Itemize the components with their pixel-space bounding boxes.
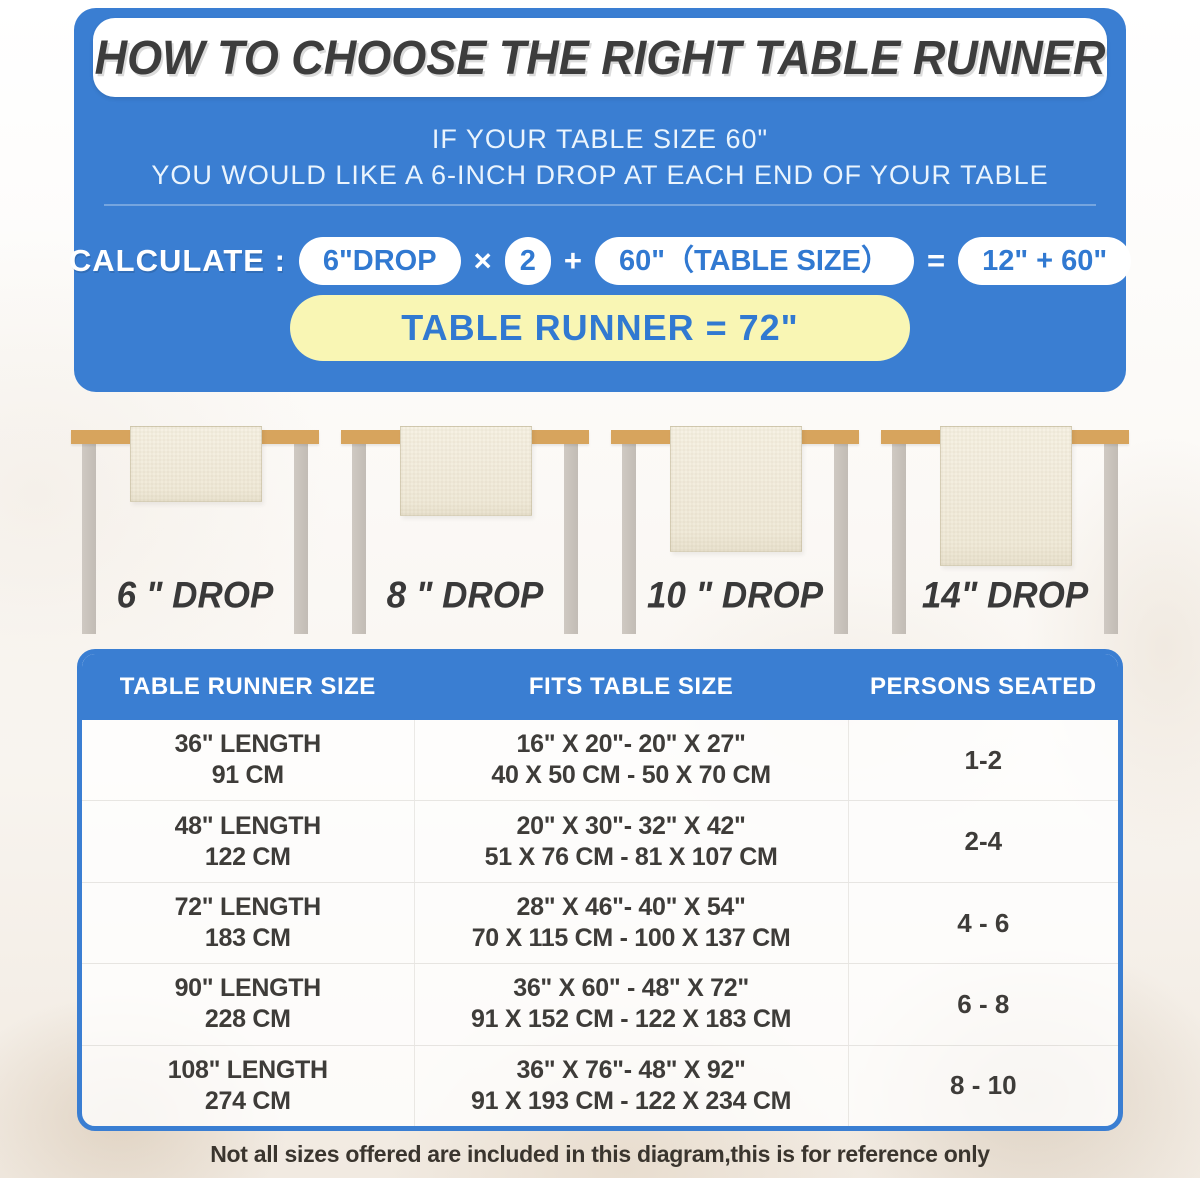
intro-line-2: YOU WOULD LIKE A 6-INCH DROP AT EACH END…	[151, 160, 1049, 190]
drop-examples-row: 6 " DROP 8 " DROP 10 " DROP 14" DROP	[60, 424, 1140, 639]
persons-cell: 1-2	[849, 720, 1118, 800]
runner-length-cm: 91 CM	[211, 761, 284, 790]
table-leg	[834, 444, 848, 634]
panel-divider	[104, 204, 1096, 206]
fits-cm: 40 X 50 CM - 50 X 70 CM	[491, 761, 771, 790]
multiply-operator: ×	[473, 243, 492, 278]
runner-size-cell: 108" LENGTH 274 CM	[82, 1046, 414, 1126]
fits-cm: 51 X 76 CM - 81 X 107 CM	[484, 842, 778, 871]
drop-figure-10in: 10 " DROP	[600, 424, 870, 639]
persons-cell: 6 - 8	[849, 964, 1118, 1044]
drop-label: 8 " DROP	[386, 575, 544, 616]
runner-length-cm: 228 CM	[204, 1005, 291, 1034]
runner-length-cm: 122 CM	[204, 842, 291, 871]
persons-cell: 4 - 6	[849, 883, 1118, 963]
fits-size-cell: 20" X 30"- 32" X 42" 51 X 76 CM - 81 X 1…	[413, 801, 849, 882]
table-body: 36" LENGTH 91 CM 16" X 20"- 20" X 27" 40…	[82, 720, 1118, 1126]
drop-value-pill: 6"DROP	[298, 237, 461, 285]
fits-size-cell: 28" X 46"- 40" X 54" 70 X 115 CM - 100 X…	[413, 882, 849, 964]
drop-label: 10 " DROP	[646, 575, 824, 616]
header-fits-table-size: FITS TABLE SIZE	[528, 673, 734, 700]
runner-length-cm: 183 CM	[204, 924, 291, 953]
calculation-formula: CALCULATE : 6"DROP × 2 + 60"（TABLE SIZE）…	[69, 237, 1132, 285]
explainer-panel: HOW TO CHOOSE THE RIGHT TABLE RUNNER IF …	[69, 8, 1132, 392]
persons-count: 6 - 8	[957, 988, 1010, 1019]
runner-size-cell: 72" LENGTH 183 CM	[82, 883, 414, 963]
persons-count: 1-2	[964, 744, 1003, 775]
sum-pill: 12" + 60"	[958, 237, 1132, 285]
table-leg	[352, 444, 366, 634]
fits-inches: 20" X 30"- 32" X 42"	[516, 811, 746, 840]
persons-cell: 2-4	[849, 801, 1118, 881]
fits-cm: 91 X 152 CM - 122 X 183 CM	[470, 1005, 792, 1034]
fits-inches: 28" X 46"- 40" X 54"	[516, 893, 746, 922]
drop-label: 6 " DROP	[116, 575, 274, 616]
equals-operator: =	[926, 243, 946, 278]
page-title: HOW TO CHOOSE THE RIGHT TABLE RUNNER	[94, 29, 1106, 85]
table-leg	[564, 444, 578, 634]
drop-label: 14" DROP	[921, 575, 1089, 616]
table-header-row: TABLE RUNNER SIZE FITS TABLE SIZE PERSON…	[82, 654, 1118, 720]
table-leg	[892, 444, 906, 634]
persons-count: 8 - 10	[950, 1070, 1017, 1101]
drop-figure-14in: 14" DROP	[870, 424, 1140, 639]
table-row: 108" LENGTH 274 CM 36" X 76"- 48" X 92" …	[82, 1044, 1118, 1126]
fits-inches: 16" X 20"- 20" X 27"	[516, 730, 746, 759]
fits-size-cell: 36" X 76"- 48" X 92" 91 X 193 CM - 122 X…	[413, 1045, 849, 1126]
fits-size-cell: 36" X 60" - 48" X 72" 91 X 152 CM - 122 …	[413, 964, 849, 1045]
table-row: 36" LENGTH 91 CM 16" X 20"- 20" X 27" 40…	[82, 720, 1118, 801]
runner-length-cm: 274 CM	[204, 1086, 291, 1115]
runner-size-cell: 90" LENGTH 228 CM	[82, 964, 414, 1044]
table-leg	[622, 444, 636, 634]
table-runner-cloth	[940, 426, 1072, 566]
result-text: TABLE RUNNER = 72"	[401, 307, 799, 348]
footnote-disclaimer: Not all sizes offered are included in th…	[210, 1141, 990, 1167]
intro-line-1: IF YOUR TABLE SIZE 60"	[431, 124, 769, 154]
fits-inches: 36" X 60" - 48" X 72"	[513, 974, 749, 1003]
table-runner-cloth	[130, 426, 262, 502]
drop-figure-6in: 6 " DROP	[60, 424, 330, 639]
persons-count: 4 - 6	[957, 907, 1010, 938]
table-row: 72" LENGTH 183 CM 28" X 46"- 40" X 54" 7…	[82, 881, 1118, 964]
fits-inches: 36" X 76"- 48" X 92"	[516, 1055, 746, 1084]
fits-cm: 70 X 115 CM - 100 X 137 CM	[471, 924, 791, 953]
table-leg	[82, 444, 96, 634]
runner-length-inches: 48" LENGTH	[174, 811, 322, 840]
header-persons-seated: PERSONS SEATED	[870, 673, 1097, 700]
title-banner: HOW TO CHOOSE THE RIGHT TABLE RUNNER	[93, 18, 1107, 97]
drop-figure-8in: 8 " DROP	[330, 424, 600, 639]
table-leg	[1104, 444, 1118, 634]
header-runner-size: TABLE RUNNER SIZE	[119, 673, 376, 700]
runner-length-inches: 72" LENGTH	[174, 893, 322, 922]
runner-length-inches: 90" LENGTH	[174, 974, 322, 1003]
table-leg	[294, 444, 308, 634]
calculate-label: CALCULATE :	[68, 243, 286, 278]
table-size-pill: 60"（TABLE SIZE）	[594, 237, 914, 285]
table-runner-cloth	[400, 426, 532, 516]
fits-size-cell: 16" X 20"- 20" X 27" 40 X 50 CM - 50 X 7…	[413, 720, 849, 801]
persons-cell: 8 - 10	[849, 1046, 1118, 1126]
runner-size-cell: 36" LENGTH 91 CM	[82, 720, 414, 800]
size-chart-table: TABLE RUNNER SIZE FITS TABLE SIZE PERSON…	[77, 649, 1123, 1131]
runner-length-inches: 108" LENGTH	[167, 1055, 328, 1084]
plus-operator: +	[563, 243, 582, 278]
table-row: 48" LENGTH 122 CM 20" X 30"- 32" X 42" 5…	[82, 800, 1118, 882]
fits-cm: 91 X 193 CM - 122 X 234 CM	[470, 1086, 792, 1115]
result-banner: TABLE RUNNER = 72"	[290, 295, 910, 361]
runner-size-cell: 48" LENGTH 122 CM	[82, 801, 414, 881]
runner-length-inches: 36" LENGTH	[174, 730, 322, 759]
persons-count: 2-4	[964, 826, 1003, 857]
multiplier-pill: 2	[504, 237, 551, 285]
table-row: 90" LENGTH 228 CM 36" X 60" - 48" X 72" …	[82, 963, 1118, 1045]
table-runner-cloth	[670, 426, 802, 552]
